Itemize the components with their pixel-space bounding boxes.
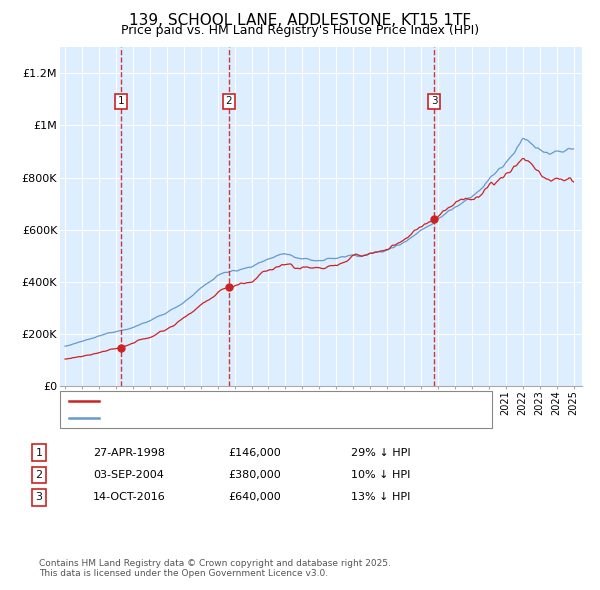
Text: 139, SCHOOL LANE, ADDLESTONE, KT15 1TF: 139, SCHOOL LANE, ADDLESTONE, KT15 1TF — [129, 13, 471, 28]
Text: 13% ↓ HPI: 13% ↓ HPI — [351, 493, 410, 502]
Text: 139, SCHOOL LANE, ADDLESTONE, KT15 1TF (detached house): 139, SCHOOL LANE, ADDLESTONE, KT15 1TF (… — [105, 396, 433, 406]
Text: 14-OCT-2016: 14-OCT-2016 — [93, 493, 166, 502]
Text: £640,000: £640,000 — [228, 493, 281, 502]
Text: £146,000: £146,000 — [228, 448, 281, 457]
Text: 29% ↓ HPI: 29% ↓ HPI — [351, 448, 410, 457]
Text: 2: 2 — [35, 470, 43, 480]
Text: 2: 2 — [226, 97, 232, 106]
Text: 27-APR-1998: 27-APR-1998 — [93, 448, 165, 457]
Text: HPI: Average price, detached house, Runnymede: HPI: Average price, detached house, Runn… — [105, 413, 360, 423]
Text: £380,000: £380,000 — [228, 470, 281, 480]
Text: 10% ↓ HPI: 10% ↓ HPI — [351, 470, 410, 480]
Text: 1: 1 — [35, 448, 43, 457]
Text: Price paid vs. HM Land Registry's House Price Index (HPI): Price paid vs. HM Land Registry's House … — [121, 24, 479, 37]
Text: 3: 3 — [431, 97, 437, 106]
Text: 03-SEP-2004: 03-SEP-2004 — [93, 470, 164, 480]
Text: Contains HM Land Registry data © Crown copyright and database right 2025.
This d: Contains HM Land Registry data © Crown c… — [39, 559, 391, 578]
Text: 3: 3 — [35, 493, 43, 502]
Text: 1: 1 — [118, 97, 125, 106]
